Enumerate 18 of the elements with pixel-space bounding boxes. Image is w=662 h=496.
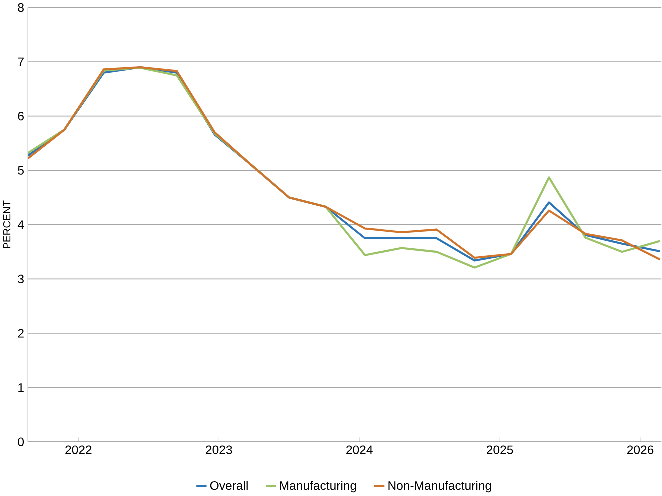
x-tick-label: 2022 xyxy=(66,446,92,455)
y-tick-label: 2 xyxy=(18,329,24,338)
x-tick-label: 2025 xyxy=(487,446,514,455)
x-tick-label: 2026 xyxy=(627,446,654,455)
x-tick-label: 2024 xyxy=(346,446,373,455)
legend-label: Manufacturing xyxy=(280,481,356,493)
y-tick-label: 7 xyxy=(18,58,24,66)
y-tick-label: 4 xyxy=(18,220,24,230)
y-tick-label: 1 xyxy=(18,384,24,392)
y-tick-label: 0 xyxy=(18,438,24,447)
legend-label: Overall xyxy=(210,481,248,490)
y-axis-title: PERCENT xyxy=(3,200,11,249)
y-tick-label: 5 xyxy=(18,166,24,176)
y-tick-label: 6 xyxy=(18,112,24,121)
legend-label: Non-Manufacturing xyxy=(388,481,492,493)
x-tick-label: 2023 xyxy=(206,446,232,455)
y-tick-label: 8 xyxy=(18,4,24,12)
y-tick-label: 3 xyxy=(18,275,24,284)
